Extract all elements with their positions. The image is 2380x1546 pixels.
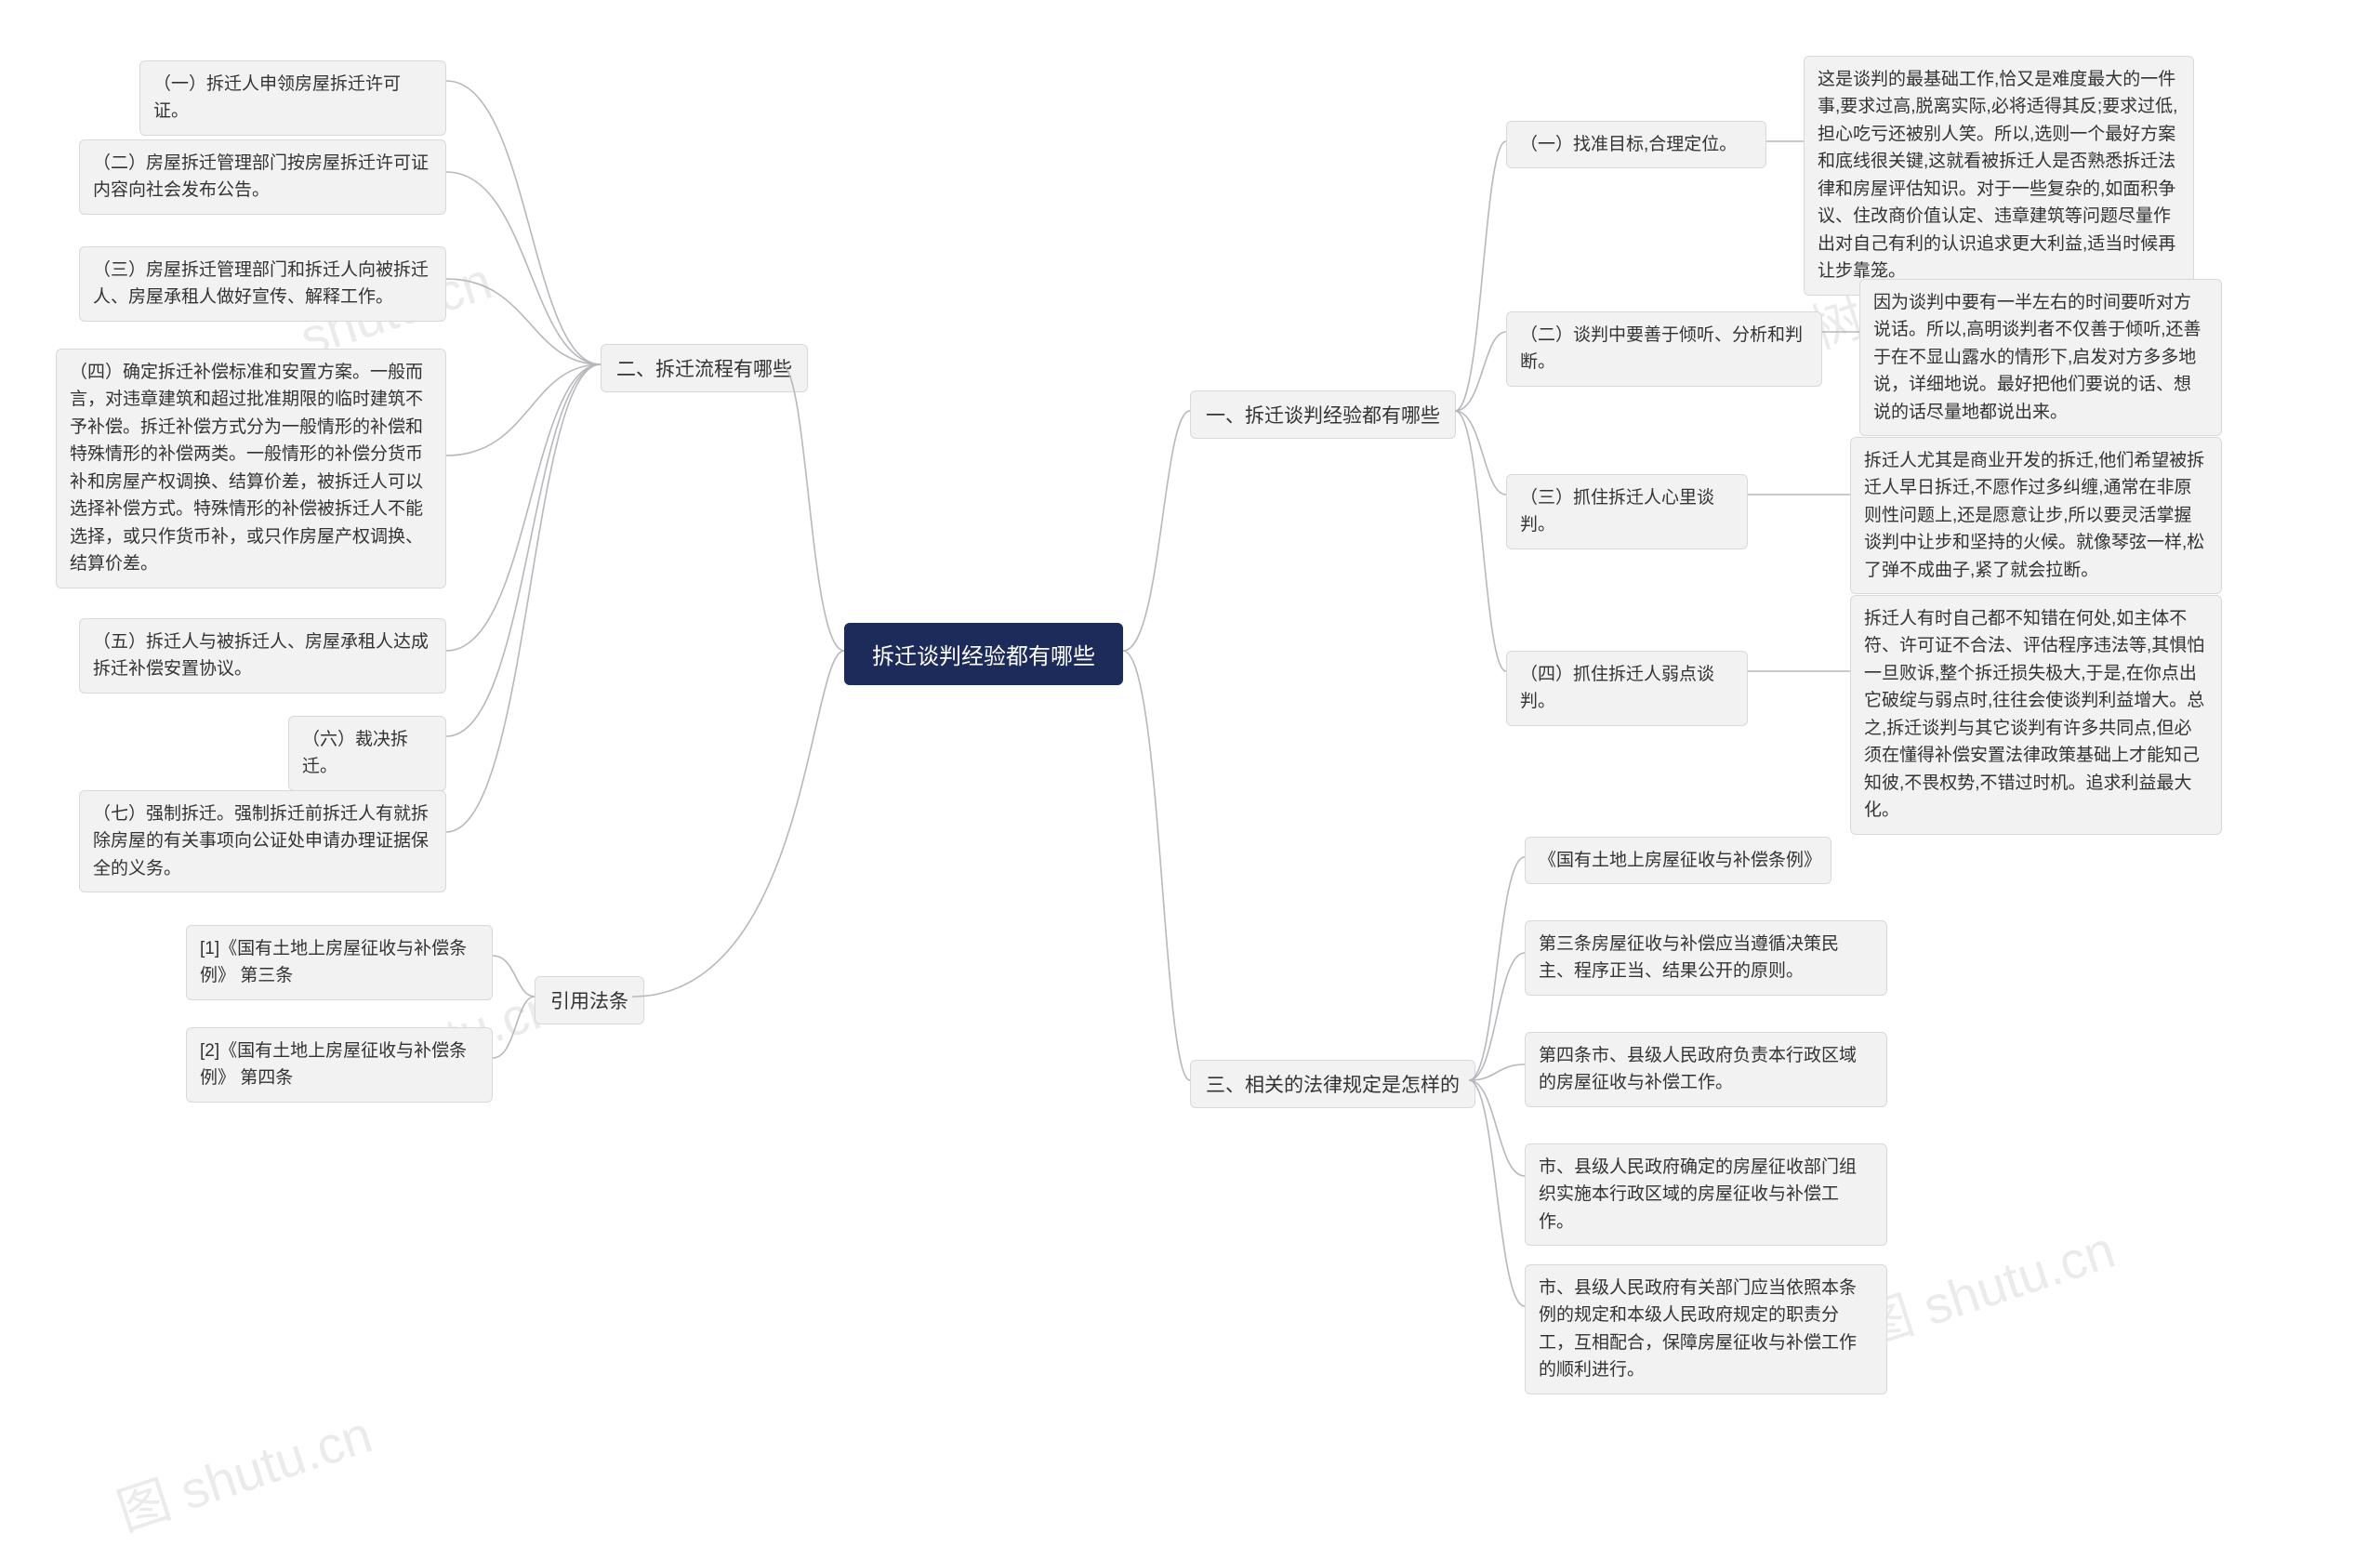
b1-c1-label[interactable]: （一）找准目标,合理定位。	[1506, 121, 1766, 168]
b1-c4-note: 拆迁人有时自己都不知错在何处,如主体不符、许可证不合法、评估程序违法等,其惧怕一…	[1850, 595, 2222, 835]
branch-b3[interactable]: 三、相关的法律规定是怎样的	[1190, 1060, 1475, 1108]
b3-c5[interactable]: 市、县级人民政府有关部门应当依照本条例的规定和本级人民政府规定的职责分工，互相配…	[1525, 1264, 1887, 1394]
branch-b4[interactable]: 引用法条	[535, 976, 644, 1024]
b4-c1[interactable]: [1]《国有土地上房屋征收与补偿条例》 第三条	[186, 925, 493, 1000]
watermark: 图 shutu.cn	[106, 1393, 379, 1546]
b1-c2-label[interactable]: （二）谈判中要善于倾听、分析和判断。	[1506, 311, 1822, 387]
b1-c3-note: 拆迁人尤其是商业开发的拆迁,他们希望被拆迁人早日拆迁,不愿作过多纠缠,通常在非原…	[1850, 437, 2222, 594]
mindmap-canvas: shutu.cn 树图 shutu.cn shutu.cn 图 shutu.cn…	[0, 0, 2380, 1490]
b3-c1[interactable]: 《国有土地上房屋征收与补偿条例》	[1525, 837, 1831, 884]
b1-c4-label[interactable]: （四）抓住拆迁人弱点谈判。	[1506, 651, 1748, 726]
root-node[interactable]: 拆迁谈判经验都有哪些	[844, 623, 1123, 685]
b4-c2[interactable]: [2]《国有土地上房屋征收与补偿条例》 第四条	[186, 1027, 493, 1103]
b2-c4[interactable]: （四）确定拆迁补偿标准和安置方案。一般而言，对违章建筑和超过批准期限的临时建筑不…	[56, 349, 446, 588]
b1-c2-note: 因为谈判中要有一半左右的时间要听对方说话。所以,高明谈判者不仅善于倾听,还善于在…	[1859, 279, 2222, 436]
b2-c6[interactable]: （六）裁决拆迁。	[288, 716, 446, 791]
b2-c2[interactable]: （二）房屋拆迁管理部门按房屋拆迁许可证内容向社会发布公告。	[79, 139, 446, 215]
b2-c5[interactable]: （五）拆迁人与被拆迁人、房屋承租人达成拆迁补偿安置协议。	[79, 618, 446, 694]
b3-c4[interactable]: 市、县级人民政府确定的房屋征收部门组织实施本行政区域的房屋征收与补偿工作。	[1525, 1143, 1887, 1246]
b3-c2[interactable]: 第三条房屋征收与补偿应当遵循决策民主、程序正当、结果公开的原则。	[1525, 920, 1887, 996]
branch-b2[interactable]: 二、拆迁流程有哪些	[601, 344, 808, 392]
b1-c3-label[interactable]: （三）抓住拆迁人心里谈判。	[1506, 474, 1748, 549]
b1-c1-note: 这是谈判的最基础工作,恰又是难度最大的一件事,要求过高,脱离实际,必将适得其反;…	[1804, 56, 2194, 296]
branch-b1[interactable]: 一、拆迁谈判经验都有哪些	[1190, 390, 1456, 439]
b2-c3[interactable]: （三）房屋拆迁管理部门和拆迁人向被拆迁人、房屋承租人做好宣传、解释工作。	[79, 246, 446, 322]
b3-c3[interactable]: 第四条市、县级人民政府负责本行政区域的房屋征收与补偿工作。	[1525, 1032, 1887, 1107]
b2-c1[interactable]: （一）拆迁人申领房屋拆迁许可证。	[139, 60, 446, 136]
b2-c7[interactable]: （七）强制拆迁。强制拆迁前拆迁人有就拆除房屋的有关事项向公证处申请办理证据保全的…	[79, 790, 446, 892]
